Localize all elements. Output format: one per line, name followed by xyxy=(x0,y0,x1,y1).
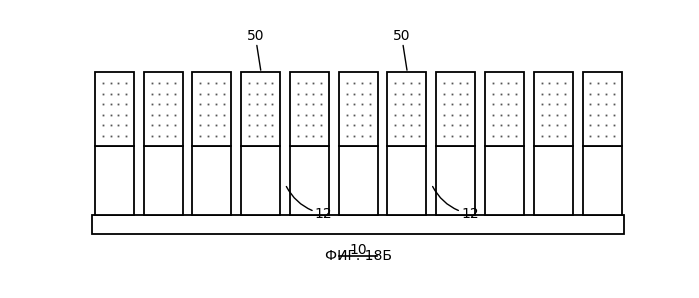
Bar xyxy=(485,72,524,146)
Bar xyxy=(387,146,426,215)
Bar xyxy=(241,146,280,215)
Text: 12: 12 xyxy=(287,187,333,221)
Bar xyxy=(241,72,280,146)
Bar xyxy=(582,72,621,146)
Bar xyxy=(95,146,134,215)
Bar xyxy=(144,72,182,146)
Bar xyxy=(144,146,182,215)
Bar xyxy=(95,72,134,146)
Bar xyxy=(534,72,572,146)
Bar xyxy=(485,146,524,215)
Bar xyxy=(534,146,572,215)
Text: 10: 10 xyxy=(350,243,367,257)
Bar xyxy=(192,146,231,215)
Text: 50: 50 xyxy=(393,29,410,70)
Bar xyxy=(436,72,475,146)
Bar xyxy=(92,215,624,234)
Bar xyxy=(387,72,426,146)
Bar xyxy=(436,146,475,215)
Bar xyxy=(582,146,621,215)
Bar xyxy=(192,72,231,146)
Text: 50: 50 xyxy=(247,29,264,70)
Text: 12: 12 xyxy=(433,187,479,221)
Bar xyxy=(290,72,329,146)
Text: ФИГ. 18Б: ФИГ. 18Б xyxy=(325,249,391,263)
Bar xyxy=(290,146,329,215)
Bar xyxy=(339,72,377,146)
Bar xyxy=(339,146,377,215)
